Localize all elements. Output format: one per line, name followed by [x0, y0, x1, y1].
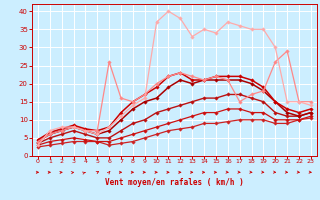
X-axis label: Vent moyen/en rafales ( km/h ): Vent moyen/en rafales ( km/h )	[105, 178, 244, 187]
